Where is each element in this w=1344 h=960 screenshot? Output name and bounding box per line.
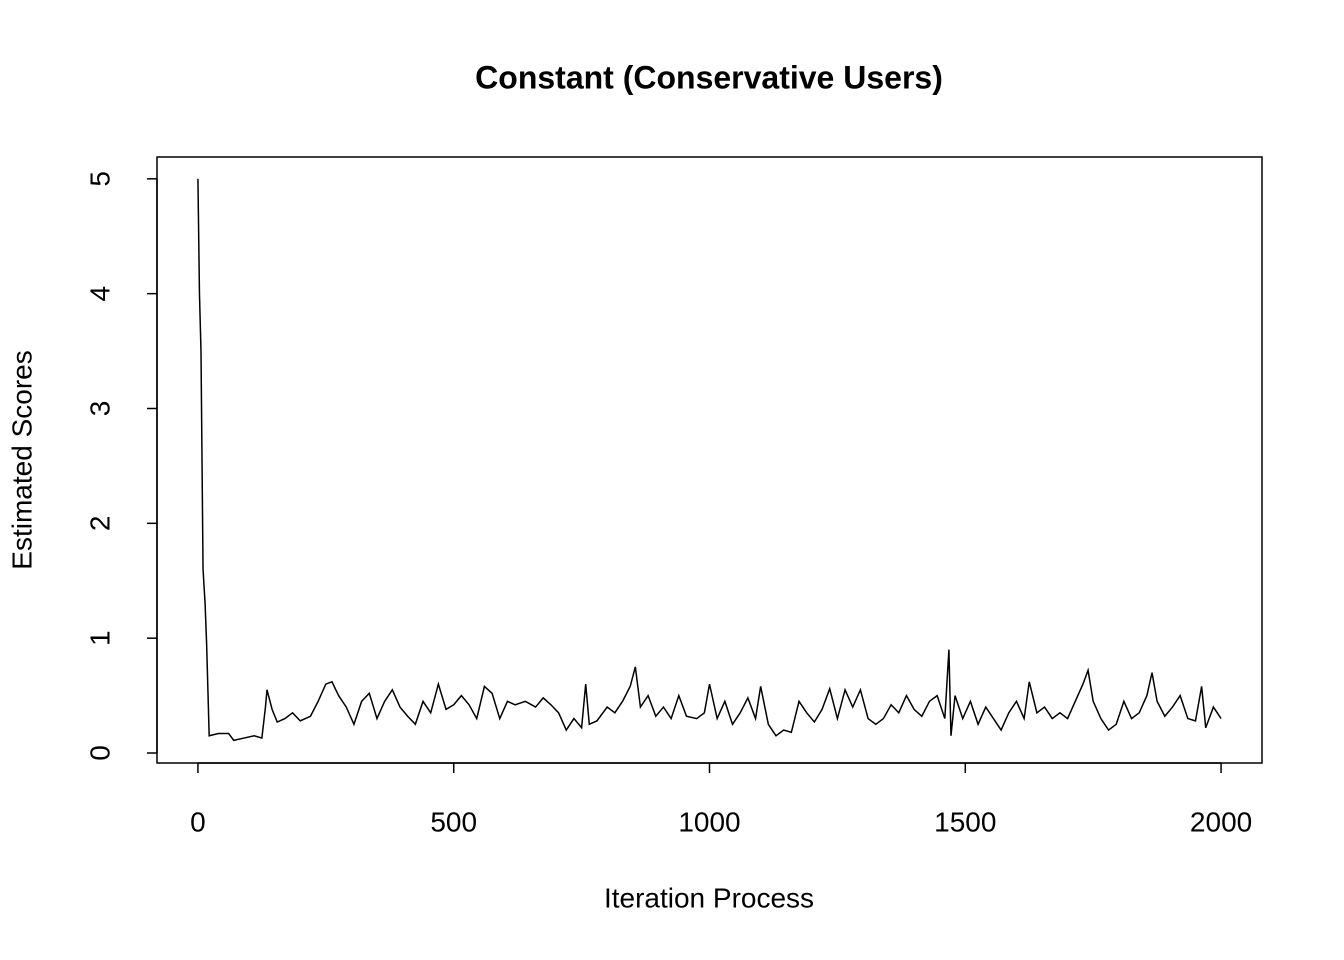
chart-title: Constant (Conservative Users) bbox=[475, 59, 943, 95]
x-tick-label: 1000 bbox=[678, 806, 740, 837]
x-tick-label: 500 bbox=[430, 806, 477, 837]
plot-frame bbox=[156, 156, 1263, 764]
y-axis-label: Estimated Scores bbox=[6, 350, 37, 569]
y-tick-label: 5 bbox=[84, 171, 115, 187]
x-axis-label: Iteration Process bbox=[604, 882, 814, 913]
data-line bbox=[197, 178, 1222, 742]
y-tick-label: 2 bbox=[84, 516, 115, 532]
x-tick-label: 1500 bbox=[934, 806, 996, 837]
y-tick-label: 0 bbox=[84, 745, 115, 761]
x-tick-label: 2000 bbox=[1190, 806, 1252, 837]
x-tick-label: 0 bbox=[190, 806, 206, 837]
y-tick-label: 3 bbox=[84, 401, 115, 417]
y-tick-label: 4 bbox=[84, 286, 115, 302]
y-tick-label: 1 bbox=[84, 630, 115, 646]
